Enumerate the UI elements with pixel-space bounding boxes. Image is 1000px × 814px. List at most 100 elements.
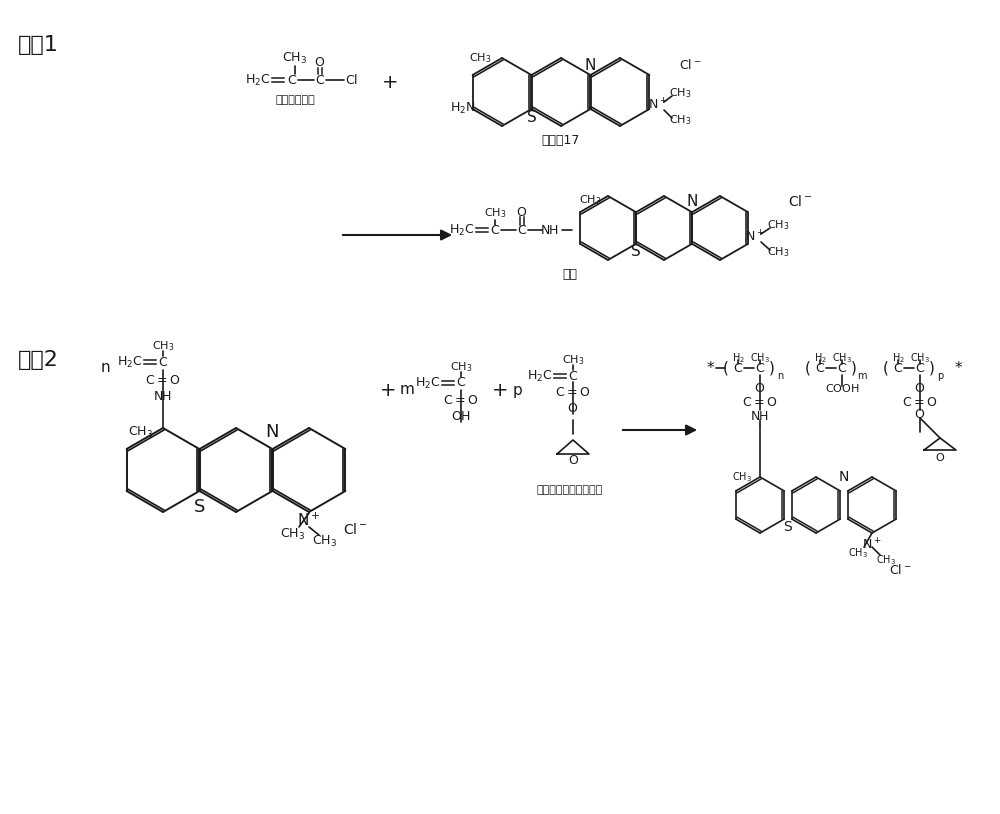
Text: $\mathsf{CH_3}$: $\mathsf{CH_3}$: [750, 351, 770, 365]
Text: $\mathsf{CH_3}$: $\mathsf{CH_3}$: [832, 351, 852, 365]
Text: (: (: [723, 361, 729, 375]
Text: $\mathsf{O}$: $\mathsf{O}$: [314, 56, 326, 69]
Text: $\mathsf{CH_3}$: $\mathsf{CH_3}$: [562, 353, 584, 367]
Text: $\mathsf{CH_3}$: $\mathsf{CH_3}$: [848, 546, 868, 560]
Text: $\mathsf{C=O}$: $\mathsf{C=O}$: [742, 396, 778, 409]
Text: $\mathsf{H_2C}$: $\mathsf{H_2C}$: [117, 354, 143, 370]
Text: $\mathsf{Cl}^-$: $\mathsf{Cl}^-$: [889, 563, 911, 577]
Text: $\mathsf{H_2C}$: $\mathsf{H_2C}$: [245, 72, 271, 88]
Text: $\mathsf{C}$: $\mathsf{C}$: [287, 73, 297, 86]
Text: $\mathsf{C}$: $\mathsf{C}$: [915, 361, 925, 374]
Text: $\mathsf{OH}$: $\mathsf{OH}$: [451, 409, 471, 422]
Text: $\mathsf{CH_3}$: $\mathsf{CH_3}$: [282, 50, 308, 66]
Text: ): ): [769, 361, 775, 375]
Text: $\mathsf{H_2}$: $\mathsf{H_2}$: [732, 351, 744, 365]
Text: $\mathsf{CH_3}$: $\mathsf{CH_3}$: [910, 351, 930, 365]
Text: (: (: [805, 361, 811, 375]
Text: $\mathsf{H_2C}$: $\mathsf{H_2C}$: [415, 375, 441, 391]
Text: O: O: [568, 453, 578, 466]
Text: $\mathsf{NH}$: $\mathsf{NH}$: [153, 390, 173, 402]
Text: $\mathsf{CH_3}$: $\mathsf{CH_3}$: [280, 527, 306, 541]
Text: $\mathsf{CH_3}$: $\mathsf{CH_3}$: [312, 533, 338, 549]
Text: $\mathsf{Cl}^-$: $\mathsf{Cl}^-$: [788, 195, 812, 209]
Text: $\mathsf{Cl}^-$: $\mathsf{Cl}^-$: [343, 523, 367, 537]
Text: S: S: [194, 498, 206, 516]
Text: $\mathsf{CH_3}$: $\mathsf{CH_3}$: [732, 470, 752, 484]
Text: $\mathsf{C}$: $\mathsf{C}$: [837, 361, 847, 374]
Text: 甲基丙烯酰氯: 甲基丙烯酰氯: [275, 95, 315, 105]
Text: $\mathsf{CH_3}$: $\mathsf{CH_3}$: [767, 245, 789, 259]
Text: $\mathsf{O}$: $\mathsf{O}$: [914, 408, 926, 421]
Text: $\mathsf{C}$: $\mathsf{C}$: [456, 377, 466, 390]
Text: $\mathsf{C}$: $\mathsf{C}$: [158, 356, 168, 369]
Text: n: n: [100, 361, 110, 375]
Text: $\mathsf{C=O}$: $\mathsf{C=O}$: [443, 393, 479, 406]
Text: $\mathsf{H_2N}$: $\mathsf{H_2N}$: [450, 100, 476, 116]
Text: $\mathsf{O}$: $\mathsf{O}$: [567, 401, 579, 414]
Text: $\mathsf{CH_3}$: $\mathsf{CH_3}$: [767, 218, 789, 232]
Text: N: N: [265, 423, 279, 441]
Text: 碱性蓝17: 碱性蓝17: [542, 133, 580, 147]
Text: 染料: 染料: [562, 269, 578, 282]
Text: m: m: [400, 383, 415, 397]
Text: $\mathsf{C=O}$: $\mathsf{C=O}$: [902, 396, 938, 409]
Text: $\mathsf{C}$: $\mathsf{C}$: [490, 224, 500, 237]
Text: $\mathsf{N}^+$: $\mathsf{N}^+$: [648, 98, 668, 112]
Text: 步骤1: 步骤1: [18, 35, 59, 55]
Text: S: S: [527, 111, 537, 125]
Text: $\mathsf{CH_3}$: $\mathsf{CH_3}$: [579, 193, 601, 207]
Text: $\mathsf{N}^+$: $\mathsf{N}^+$: [745, 230, 765, 245]
Text: +: +: [382, 73, 398, 93]
Text: $\mathsf{C=O}$: $\mathsf{C=O}$: [555, 386, 591, 399]
Text: $\mathsf{CH_3}$: $\mathsf{CH_3}$: [450, 360, 472, 374]
Text: N: N: [584, 58, 596, 72]
Text: $\mathsf{CH_3}$: $\mathsf{CH_3}$: [128, 424, 154, 440]
Text: S: S: [631, 244, 641, 260]
Text: $\mathsf{O}$: $\mathsf{O}$: [754, 382, 766, 395]
Text: $\mathsf{C}$: $\mathsf{C}$: [517, 224, 527, 237]
Text: $\mathsf{H_2}$: $\mathsf{H_2}$: [814, 351, 826, 365]
Text: +: +: [380, 380, 396, 400]
Text: $\mathsf{H_2C}$: $\mathsf{H_2C}$: [449, 222, 475, 238]
Text: ): ): [929, 361, 935, 375]
Text: $\mathsf{NH}$: $\mathsf{NH}$: [540, 224, 560, 237]
Text: $\mathsf{COOH}$: $\mathsf{COOH}$: [825, 382, 859, 394]
Text: $\mathsf{C}$: $\mathsf{C}$: [568, 370, 578, 383]
Text: O: O: [936, 453, 944, 463]
Text: $\mathsf{C}$: $\mathsf{C}$: [815, 361, 825, 374]
Text: $\mathsf{C}$: $\mathsf{C}$: [733, 361, 743, 374]
Text: N: N: [686, 195, 698, 209]
Text: $\mathsf{NH}$: $\mathsf{NH}$: [750, 409, 770, 422]
Text: 步骤2: 步骤2: [18, 350, 59, 370]
Text: (: (: [883, 361, 889, 375]
Text: ): ): [851, 361, 857, 375]
Text: p: p: [513, 383, 523, 397]
Text: $\mathsf{H_2C}$: $\mathsf{H_2C}$: [527, 369, 553, 383]
Text: $\mathsf{O}$: $\mathsf{O}$: [914, 382, 926, 395]
Text: $\mathsf{C}$: $\mathsf{C}$: [893, 361, 903, 374]
Text: $\mathsf{CH_3}$: $\mathsf{CH_3}$: [152, 339, 174, 353]
Text: n: n: [777, 371, 783, 381]
Text: p: p: [937, 371, 943, 381]
Text: $\mathsf{CH_3}$: $\mathsf{CH_3}$: [469, 51, 491, 65]
Text: $\mathsf{O}$: $\mathsf{O}$: [516, 207, 528, 220]
Text: 甲基丙烯酸缩水甘油酯: 甲基丙烯酸缩水甘油酯: [537, 485, 603, 495]
Text: $\mathsf{N}^+$: $\mathsf{N}^+$: [297, 511, 321, 528]
Text: $\mathsf{C}$: $\mathsf{C}$: [755, 361, 765, 374]
Text: $\mathsf{C=O}$: $\mathsf{C=O}$: [145, 374, 181, 387]
Text: *: *: [954, 361, 962, 375]
Text: $\mathsf{CH_3}$: $\mathsf{CH_3}$: [484, 206, 506, 220]
Text: $\mathsf{CH_3}$: $\mathsf{CH_3}$: [669, 113, 691, 127]
Text: $\mathsf{C}$: $\mathsf{C}$: [315, 73, 325, 86]
Text: $\mathsf{N}^+$: $\mathsf{N}^+$: [862, 537, 882, 553]
Text: $\mathsf{CH_3}$: $\mathsf{CH_3}$: [669, 86, 691, 100]
Text: m: m: [857, 371, 867, 381]
Text: $\mathsf{H_2}$: $\mathsf{H_2}$: [892, 351, 904, 365]
Text: $\mathsf{CH_3}$: $\mathsf{CH_3}$: [876, 553, 896, 567]
Text: $\mathsf{Cl}^-$: $\mathsf{Cl}^-$: [679, 58, 701, 72]
Text: N: N: [839, 470, 849, 484]
Text: $\mathsf{Cl}$: $\mathsf{Cl}$: [345, 73, 359, 87]
Text: S: S: [784, 520, 792, 534]
Text: *: *: [706, 361, 714, 375]
Text: +: +: [492, 380, 508, 400]
